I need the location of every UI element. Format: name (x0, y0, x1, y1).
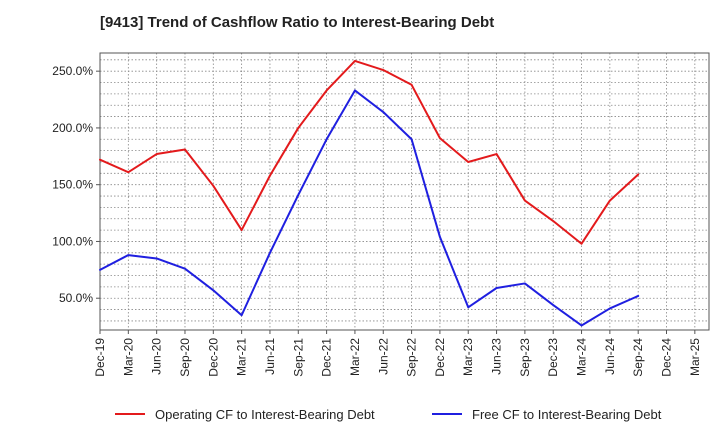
x-tick-label: Sep-22 (405, 338, 419, 377)
y-tick-label: 200.0% (52, 121, 93, 135)
x-tick-label: Jun-20 (150, 338, 164, 375)
x-tick-label: Mar-24 (575, 338, 589, 376)
x-tick-label: Mar-22 (348, 338, 362, 376)
x-tick-label: Mar-21 (235, 338, 249, 376)
x-tick-label: Dec-19 (93, 338, 107, 377)
x-tick-label: Sep-21 (291, 338, 305, 377)
x-tick-label: Dec-20 (206, 338, 220, 377)
axes: 50.0% 100.0% 150.0% 200.0% 250.0% Dec-19 Mar-2… (52, 52, 710, 377)
plot-background (100, 53, 709, 330)
x-tick-label: Mar-20 (121, 338, 135, 376)
legend: Operating CF to Interest-Bearing Debt Fre… (115, 407, 662, 422)
x-tick-label: Sep-20 (178, 338, 192, 377)
x-tick-label: Dec-22 (433, 338, 447, 377)
series-line-1 (99, 59, 640, 245)
grid-lines (100, 53, 709, 330)
x-tick-label: Jun-24 (603, 338, 617, 375)
x-tick-label: Dec-24 (660, 338, 674, 377)
x-tick-label: Jun-23 (490, 338, 504, 375)
y-tick-label: 150.0% (52, 178, 93, 192)
x-tick-label: Sep-23 (518, 338, 532, 377)
plot-frame (99, 52, 710, 331)
y-tick-label: 50.0% (59, 291, 93, 305)
x-tick-label: Dec-23 (546, 338, 560, 377)
x-tick-label: Sep-24 (631, 338, 645, 377)
legend-label-2: Free CF to Interest-Bearing Debt (472, 407, 662, 422)
y-tick-label: 100.0% (52, 234, 93, 248)
x-tick-label: Dec-21 (320, 338, 334, 377)
y-tick-label: 250.0% (52, 64, 93, 78)
x-tick-label: Mar-23 (461, 338, 475, 376)
series-line-2 (99, 89, 640, 327)
x-tick-label: Jun-22 (376, 338, 390, 375)
chart-title: [9413] Trend of Cashflow Ratio to Intere… (100, 14, 495, 31)
series-lines (99, 59, 640, 327)
x-tick-label: Mar-25 (688, 338, 702, 376)
legend-label-1: Operating CF to Interest-Bearing Debt (155, 407, 375, 422)
x-tick-label: Jun-21 (263, 338, 277, 375)
